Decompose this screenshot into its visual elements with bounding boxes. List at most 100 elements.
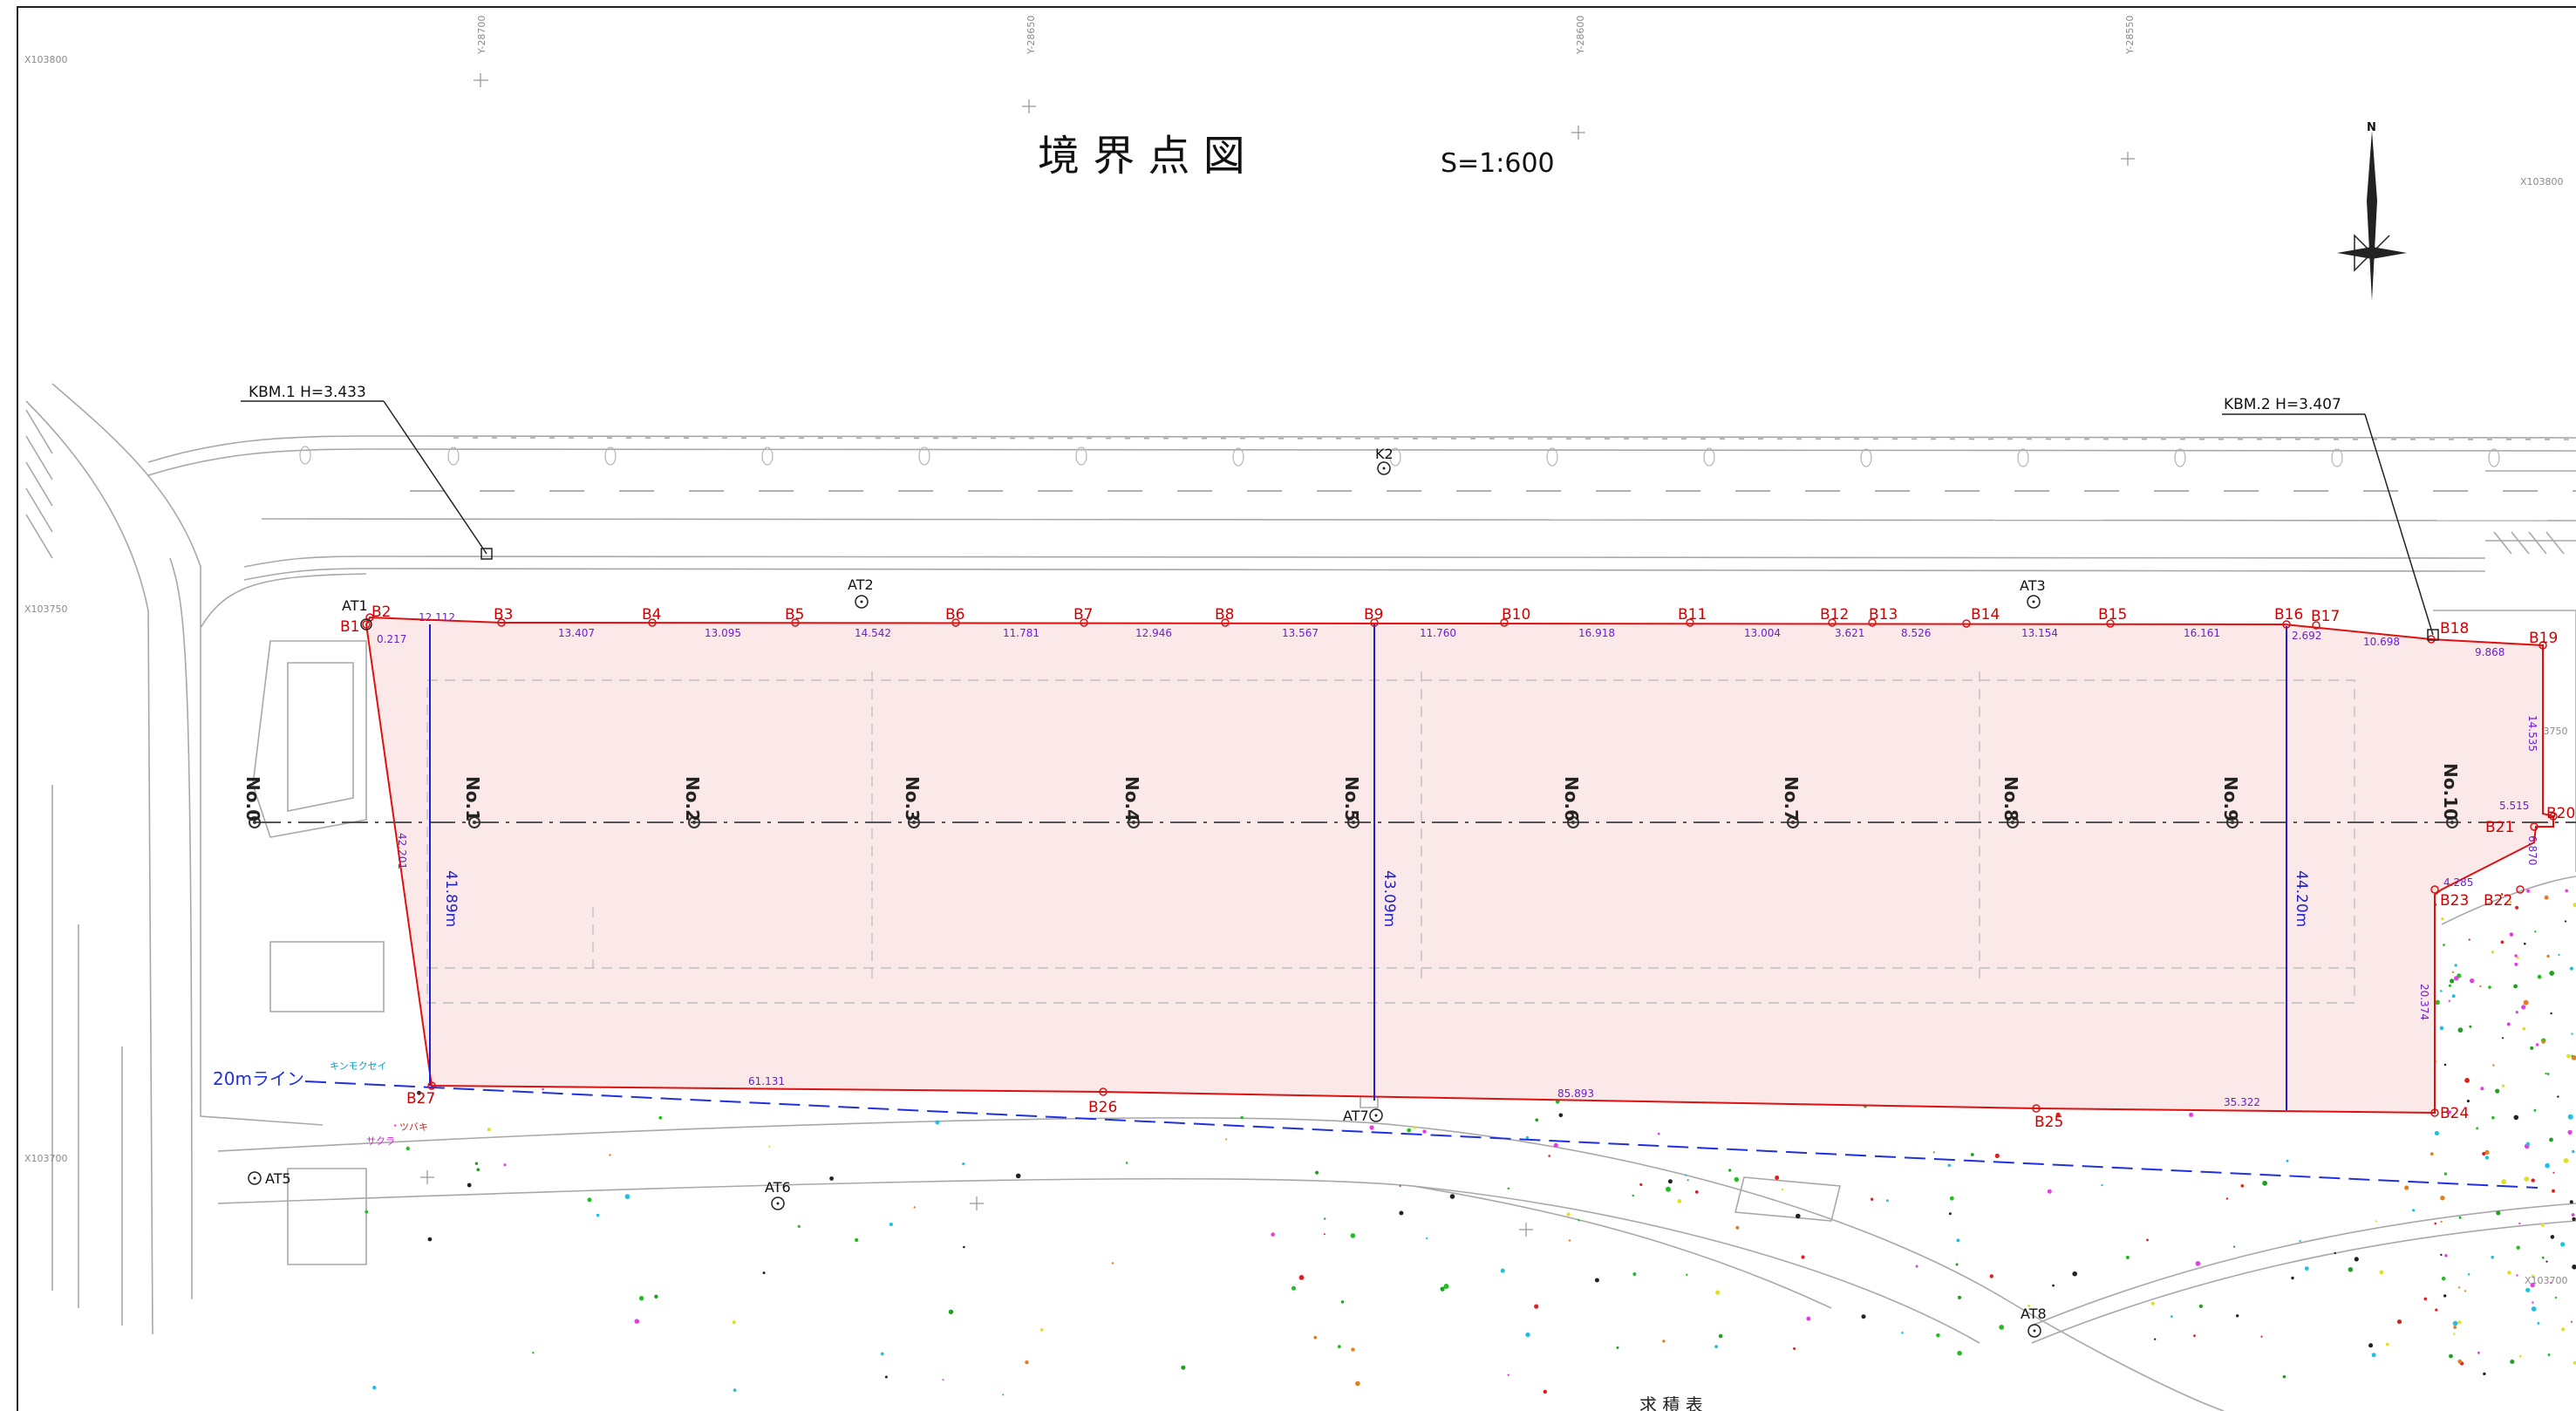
boundary-label-B21: B21 — [2485, 819, 2514, 836]
dist-top-1: 12.112 — [419, 611, 455, 624]
vegetation-dot — [2524, 942, 2526, 945]
vegetation-dot — [2055, 1112, 2061, 1117]
vegetation-dot — [2146, 1238, 2149, 1242]
vegetation-dot — [2441, 917, 2444, 921]
boundary-point-B4: B4 — [642, 606, 661, 627]
vegetation-dot — [2444, 1254, 2448, 1258]
vegetation-dot — [2443, 1294, 2447, 1298]
station-6: No.6 — [1561, 776, 1582, 828]
grid-label-x-r1: X103800 — [2520, 176, 2564, 187]
vegetation-dot — [2440, 1196, 2445, 1201]
vegetation-dot — [1686, 1273, 1688, 1277]
traverse-label-AT8: AT8 — [2021, 1305, 2047, 1322]
vegetation-dot — [2502, 1037, 2504, 1040]
vegetation-dot — [2150, 1301, 2155, 1305]
vegetation-dot — [2443, 1063, 2447, 1067]
dist-top-14: 16.161 — [2184, 627, 2220, 639]
vegetation-dot — [2544, 895, 2549, 900]
traverse-point-AT1: AT1 — [342, 597, 372, 631]
vegetation-dot — [2557, 1095, 2559, 1098]
vegetation-dot — [2193, 1334, 2196, 1338]
vegetation-dot — [2496, 1210, 2501, 1216]
vegetation-dot — [2495, 1088, 2500, 1094]
vegetation-dot — [2545, 1162, 2550, 1169]
vegetation-dot — [2458, 1286, 2461, 1289]
vegetation-dot — [2189, 1112, 2194, 1117]
vegetation-dot — [1694, 1190, 1699, 1194]
vegetation-dot — [1956, 1238, 1960, 1243]
vegetation-dot — [1355, 1380, 1360, 1387]
vegetation-dot — [1323, 1233, 1325, 1236]
vegetation-dot — [417, 1090, 421, 1095]
twenty-meter-line — [304, 1080, 2539, 1189]
vegetation-dot — [2470, 978, 2475, 984]
parcel-area — [365, 616, 2554, 1114]
vegetation-dot — [2501, 1084, 2505, 1087]
station-label-7: No.7 — [1781, 776, 1802, 821]
vegetation-dot — [1566, 1212, 1571, 1217]
vegetation-dot — [2457, 1320, 2462, 1325]
benchmark-label-2: KBM.2 H=3.407 — [2224, 396, 2341, 413]
vegetation-dot — [2047, 1189, 2052, 1194]
vegetation-dot — [1871, 1197, 1874, 1201]
north-label: N — [2367, 121, 2376, 134]
vegetation-dot — [2457, 1359, 2463, 1364]
vegetation-dot — [2464, 1078, 2470, 1083]
vegetation-dot — [2412, 1209, 2416, 1212]
dist-right-2: 5.515 — [2499, 800, 2529, 812]
dist-right-1: 14.535 — [2526, 715, 2539, 752]
vegetation-dot — [2545, 1072, 2547, 1075]
vegetation-dot — [1291, 1285, 1296, 1291]
vegetation-dot — [2052, 1284, 2055, 1287]
boundary-label-B2: B2 — [371, 603, 391, 621]
vegetation-dot — [394, 1124, 397, 1127]
vegetation-dot — [2516, 956, 2519, 959]
vegetation-dot — [1025, 1360, 1029, 1365]
vegetation-dot — [1715, 1290, 1721, 1295]
vegetation-dot — [2477, 1351, 2480, 1354]
traverse-label-K2: K2 — [1375, 446, 1394, 462]
vegetation-dot — [2484, 1149, 2490, 1155]
vegetation-dot — [2198, 1304, 2203, 1308]
vegetation-dot — [1440, 1286, 1445, 1292]
vegetation-dot — [2492, 1064, 2495, 1067]
benchmark-KBM1: KBM.1 H=3.433 — [241, 384, 493, 560]
vegetation-dot — [2476, 1127, 2479, 1130]
vegetation-dot — [2466, 1100, 2470, 1103]
vegetation-dot — [1015, 1173, 1021, 1179]
boundary-label-B25: B25 — [2034, 1114, 2063, 1131]
vegetation-dot — [733, 1388, 737, 1392]
vegetation-dot — [1535, 1118, 1539, 1122]
north-arrow: N — [2337, 121, 2407, 301]
vegetation-dot — [2334, 1251, 2336, 1255]
twenty-meter-line-label: 20mライン — [213, 1068, 304, 1089]
traverse-point-AT6: AT6 — [765, 1179, 791, 1210]
station-label-1: No.1 — [462, 776, 483, 821]
vegetation-dot — [2561, 1327, 2566, 1332]
vegetation-dot — [2262, 1180, 2268, 1186]
grid-label-y-3: Y-28600 — [1575, 16, 1586, 55]
vegetation-dot — [2454, 976, 2459, 981]
vegetation-dot — [2154, 1338, 2157, 1340]
vegetation-dot — [2547, 1353, 2551, 1356]
vegetation-dot — [2534, 930, 2537, 933]
vegetation-dot — [2299, 1239, 2301, 1243]
vegetation-dot — [732, 1320, 736, 1325]
vegetation-dot — [2541, 1040, 2545, 1044]
vegetation-dot — [2564, 920, 2567, 923]
vegetation-dot — [1507, 1187, 1510, 1190]
vegetation-dot — [2396, 1319, 2402, 1325]
area-table-label: 求 積 表 — [1639, 1394, 1703, 1411]
traverse-points: AT1 AT2 AT3 K2 AT5 AT6 AT7 AT8 — [248, 446, 2047, 1338]
vegetation-dot — [2434, 1130, 2439, 1136]
vegetation-dot — [1240, 1115, 1244, 1120]
vegetation-dot — [2523, 999, 2529, 1005]
traverse-point-AT5: AT5 — [248, 1170, 291, 1187]
station-7: No.7 — [1781, 776, 1802, 828]
vegetation-dot — [2524, 1176, 2530, 1182]
vegetation-dot — [2572, 1149, 2575, 1154]
vegetation-dot — [596, 1213, 600, 1217]
vegetation-dot — [2482, 1151, 2486, 1156]
vegetation-dot — [1714, 1345, 1718, 1349]
vegetation-dot — [2531, 1274, 2535, 1278]
